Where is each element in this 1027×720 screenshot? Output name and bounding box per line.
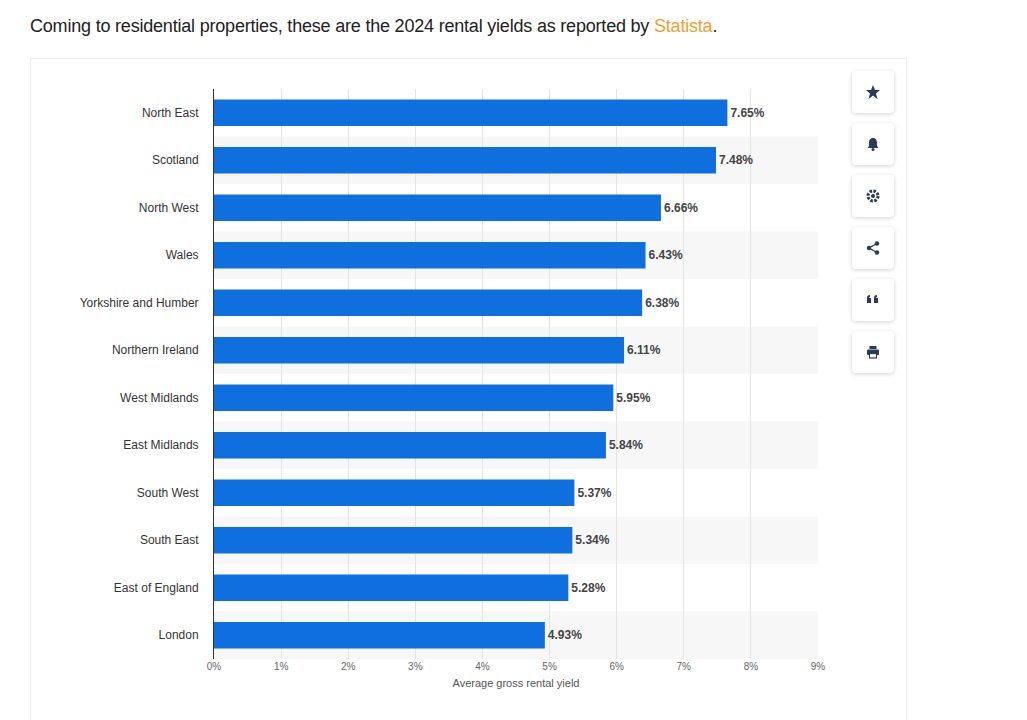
svg-text:5.95%: 5.95%: [616, 391, 650, 405]
svg-text:7%: 7%: [677, 661, 692, 672]
svg-text:East Midlands: East Midlands: [123, 438, 198, 452]
svg-text:West Midlands: West Midlands: [120, 391, 198, 405]
svg-text:3%: 3%: [408, 661, 423, 672]
svg-text:7.65%: 7.65%: [730, 106, 764, 120]
svg-text:2%: 2%: [341, 661, 356, 672]
svg-text:Northern Ireland: Northern Ireland: [112, 343, 199, 357]
svg-text:South West: South West: [137, 486, 199, 500]
svg-text:London: London: [159, 628, 199, 642]
svg-text:8%: 8%: [744, 661, 759, 672]
svg-text:7.48%: 7.48%: [719, 153, 753, 167]
svg-text:6.38%: 6.38%: [645, 296, 679, 310]
svg-text:5%: 5%: [542, 661, 557, 672]
svg-text:5.34%: 5.34%: [575, 533, 609, 547]
svg-text:North East: North East: [142, 106, 199, 120]
svg-text:6.66%: 6.66%: [664, 201, 698, 215]
svg-text:Yorkshire and Humber: Yorkshire and Humber: [80, 296, 199, 310]
svg-text:5.28%: 5.28%: [571, 581, 605, 595]
svg-text:9%: 9%: [811, 661, 826, 672]
svg-text:5.84%: 5.84%: [609, 438, 643, 452]
html-text:Coming to residential properti: Coming to residential properties, these …: [30, 16, 718, 36]
svg-text:East of England: East of England: [114, 581, 199, 595]
svg-text:1%: 1%: [274, 661, 289, 672]
svg-text:Scotland: Scotland: [152, 153, 199, 167]
svg-text:6.11%: 6.11%: [627, 343, 661, 357]
svg-text:Wales: Wales: [166, 248, 199, 262]
svg-text:Average gross rental yield: Average gross rental yield: [453, 677, 580, 689]
svg-text:4%: 4%: [475, 661, 490, 672]
svg-text:North West: North West: [139, 201, 199, 215]
svg-text:6.43%: 6.43%: [649, 248, 683, 262]
svg-text:6%: 6%: [609, 661, 624, 672]
svg-text:0%: 0%: [207, 661, 222, 672]
svg-text:South East: South East: [140, 533, 199, 547]
svg-text:4.93%: 4.93%: [548, 628, 582, 642]
svg-text:5.37%: 5.37%: [577, 486, 611, 500]
